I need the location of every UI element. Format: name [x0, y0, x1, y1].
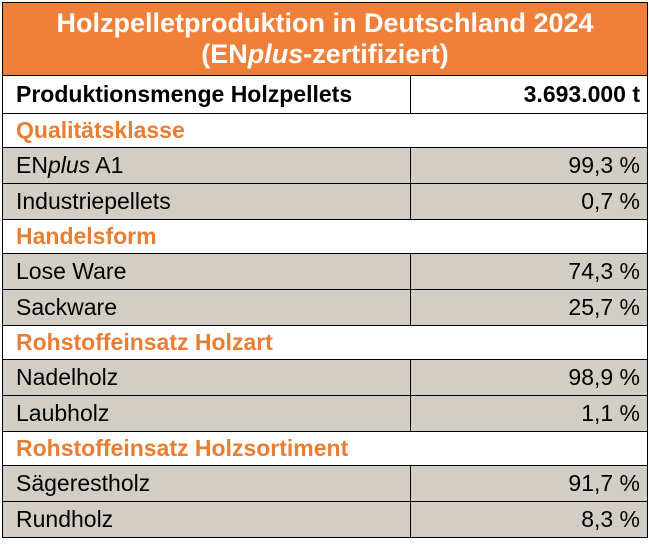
title-row: Holzpelletproduktion in Deutschland 2024…: [1, 2, 649, 76]
row-value: 98,9 %: [409, 359, 649, 396]
section-heading-qualitaetsklasse: Qualitätsklasse: [1, 113, 649, 148]
table-title: Holzpelletproduktion in Deutschland 2024…: [1, 2, 649, 76]
title-line-2-prefix: (EN: [201, 39, 248, 69]
production-row: Produktionsmenge Holzpellets 3.693.000 t: [2, 75, 649, 114]
row-value: 91,7 %: [409, 465, 649, 502]
row-value: 74,3 %: [409, 253, 649, 290]
row-label: Lose Ware: [2, 253, 411, 290]
row-label-italic: plus: [47, 152, 91, 178]
section-heading-handelsform: Handelsform: [1, 219, 649, 254]
table-row: Nadelholz 98,9 %: [2, 359, 649, 396]
row-value: 1,1 %: [409, 395, 649, 432]
row-label: Nadelholz: [2, 359, 411, 396]
section-heading-row: Handelsform: [1, 219, 649, 254]
section-heading-row: Rohstoffeinsatz Holzsortiment: [1, 431, 649, 466]
table-row: Industriepellets 0,7 %: [2, 183, 649, 220]
table-row: Laubholz 1,1 %: [2, 395, 649, 432]
row-value: 8,3 %: [409, 501, 649, 538]
row-label: Industriepellets: [2, 183, 411, 220]
section-heading-rohstoffeinsatz-holzart: Rohstoffeinsatz Holzart: [1, 325, 649, 360]
production-value: 3.693.000 t: [409, 75, 649, 114]
table-row: Sackware 25,7 %: [2, 289, 649, 326]
row-label-suffix: A1: [90, 152, 124, 178]
title-line-2-suffix: -zertifiziert): [303, 39, 449, 69]
title-line-1: Holzpelletproduktion in Deutschland 2024: [56, 8, 594, 38]
section-heading-row: Qualitätsklasse: [1, 113, 649, 148]
section-heading-row: Rohstoffeinsatz Holzart: [1, 325, 649, 360]
row-label-prefix: Industriepellets: [16, 188, 171, 214]
table-row: Lose Ware 74,3 %: [2, 253, 649, 290]
table-row: Sägerestholz 91,7 %: [2, 465, 649, 502]
pellet-production-table: Holzpelletproduktion in Deutschland 2024…: [1, 2, 649, 538]
row-label: Laubholz: [2, 395, 411, 432]
table-row: Rundholz 8,3 %: [2, 501, 649, 538]
row-label-prefix: EN: [16, 152, 48, 178]
row-label: Sägerestholz: [2, 465, 411, 502]
row-value: 99,3 %: [409, 147, 649, 184]
section-heading-rohstoffeinsatz-holzsortiment: Rohstoffeinsatz Holzsortiment: [1, 431, 649, 466]
title-line-2: (ENplus-zertifiziert): [9, 39, 641, 70]
row-value: 0,7 %: [409, 183, 649, 220]
row-label: Sackware: [2, 289, 411, 326]
row-label: Rundholz: [2, 501, 411, 538]
row-label: ENplus A1: [2, 147, 411, 184]
title-line-2-italic: plus: [247, 39, 304, 69]
production-label: Produktionsmenge Holzpellets: [2, 75, 411, 114]
table-row: ENplus A1 99,3 %: [2, 147, 649, 184]
row-value: 25,7 %: [409, 289, 649, 326]
